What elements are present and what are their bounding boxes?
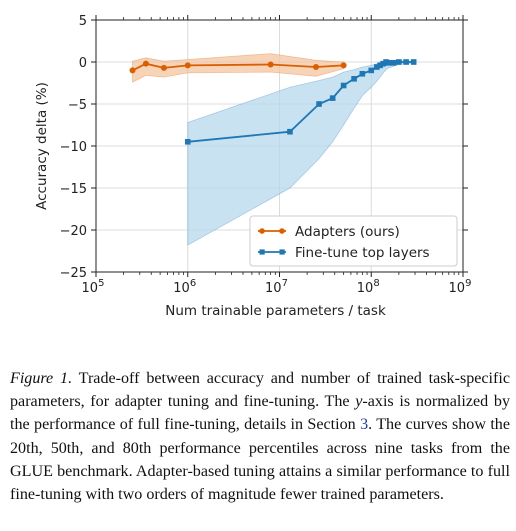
finetune-point <box>403 59 409 65</box>
finetune-point <box>340 82 347 89</box>
series-markers <box>129 59 417 145</box>
caption-text-3: . The curves show the 20th, 50th, and 80… <box>10 416 511 504</box>
x-tick-label: 109 <box>449 278 472 296</box>
axis-ticks <box>91 15 468 277</box>
legend-marker-finetune <box>279 249 285 255</box>
adapters-point <box>267 61 274 68</box>
finetune-point <box>385 60 392 66</box>
adapters-point <box>142 60 149 67</box>
finetune-point <box>410 59 417 65</box>
x-tick-label: 105 <box>82 278 105 296</box>
legend: Adapters (ours) Fine-tune top layers <box>249 215 458 267</box>
y-tick-label: 5 <box>79 14 87 29</box>
y-tick-label: −5 <box>68 98 87 113</box>
finetune-point <box>380 60 387 67</box>
figure-caption: Figure 1. Trade-off between accuracy and… <box>10 367 510 506</box>
adapters-point <box>184 62 191 69</box>
finetune-point <box>287 128 293 135</box>
finetune-point <box>316 101 322 107</box>
legend-marker-adapters <box>279 228 285 234</box>
section-reference-link[interactable]: 3 <box>360 416 369 434</box>
finetune-point <box>184 139 191 145</box>
legend-box <box>249 215 458 267</box>
finetune-point <box>396 59 402 65</box>
caption-text-1: Trade-off between accuracy and number of… <box>10 370 510 411</box>
tick-labels: 105 106 107 108 109 5 0 −5 −10 −15 −20 −25 <box>60 14 472 296</box>
y-tick-label: −25 <box>60 266 87 281</box>
adapters-point <box>340 62 347 69</box>
legend-marker-finetune <box>259 249 265 255</box>
y-axis-label: Accuracy delta (%) <box>34 82 50 210</box>
x-tick-label: 108 <box>357 278 380 296</box>
y-tick-label: −10 <box>60 140 87 155</box>
finetune-point <box>329 95 336 101</box>
finetune-point <box>351 76 357 82</box>
finetune-point <box>368 67 375 74</box>
adapters-point <box>313 64 320 71</box>
adapters-band <box>132 53 344 83</box>
caption-text-2: -axis is normalized by the performance o… <box>10 393 510 434</box>
legend-label-adapters: Adapters (ours) <box>295 224 400 240</box>
adapters-point <box>129 67 136 74</box>
finetune-point <box>359 70 366 77</box>
x-axis-label: Num trainable parameters / task <box>165 303 386 319</box>
y-tick-label: −20 <box>60 224 87 239</box>
figure-plot: 105 106 107 108 109 5 0 −5 −10 −15 −20 −25 Num trai… <box>34 14 472 319</box>
legend-marker-adapters <box>259 228 265 234</box>
y-tick-label: 0 <box>79 56 87 71</box>
x-tick-label: 107 <box>265 278 288 296</box>
legend-label-finetune: Fine-tune top layers <box>295 245 430 261</box>
finetune-point <box>377 62 383 69</box>
finetune-point <box>390 60 397 66</box>
caption-label: Figure 1. <box>10 370 73 387</box>
adapters-point <box>160 64 167 71</box>
caption-y-variable: y <box>355 393 363 411</box>
x-tick-label: 106 <box>173 278 196 296</box>
confidence-bands <box>132 53 415 246</box>
finetune-point <box>374 64 380 70</box>
y-tick-label: −15 <box>60 182 87 197</box>
